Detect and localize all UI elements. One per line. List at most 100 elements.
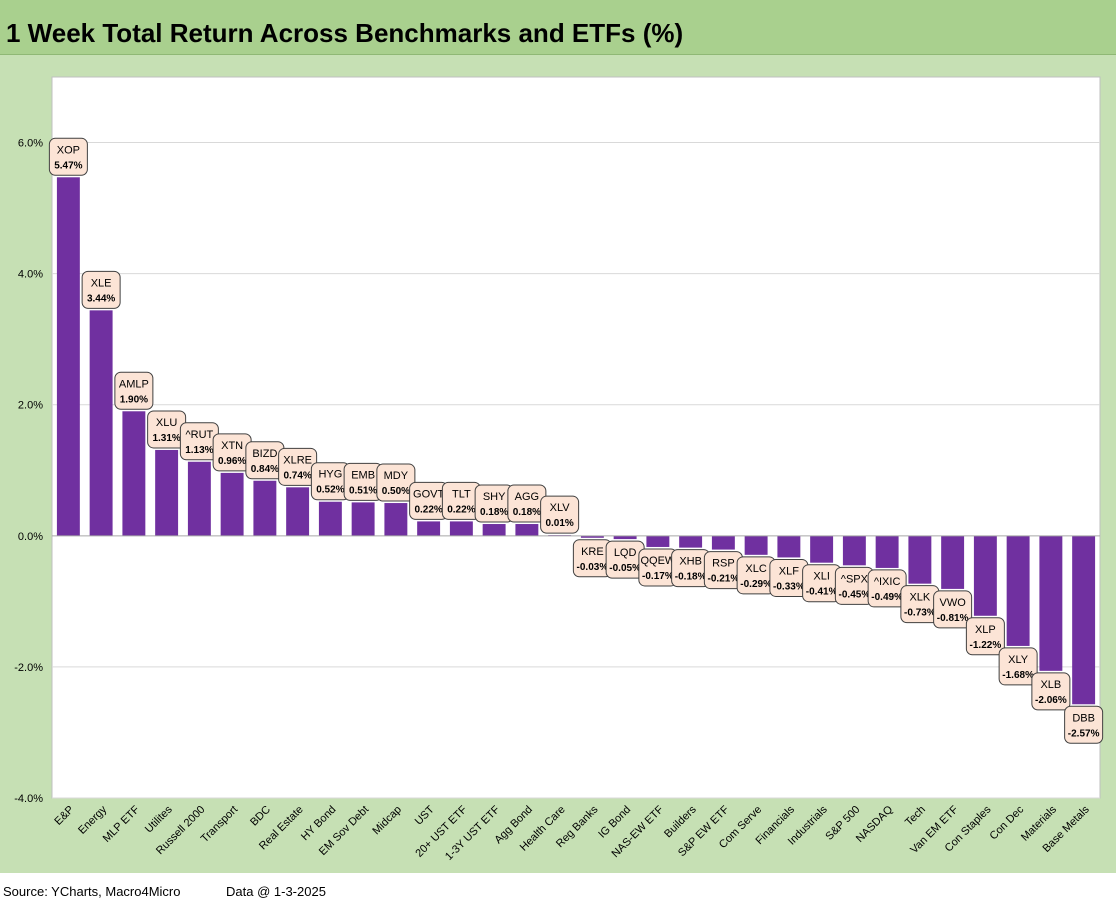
bar — [777, 535, 801, 558]
chart-area: -4.0% -2.0% 0.0% 2.0% 4.0% 6.0% XOP 5.47% XLE 3.4… — [0, 55, 1116, 873]
data-label-value: -1.22% — [970, 640, 1002, 651]
data-label: XLB -2.06% — [1031, 672, 1071, 711]
data-label-ticker: MDY — [384, 470, 409, 482]
bar — [646, 535, 670, 547]
data-label-value: 0.96% — [218, 456, 246, 467]
data-label-box — [998, 647, 1038, 686]
data-label: ^IXIC -0.49% — [867, 569, 907, 608]
data-label-value: -0.45% — [839, 589, 871, 600]
data-label-ticker: AMLP — [119, 378, 149, 390]
data-label-ticker: ^SPX — [841, 573, 869, 585]
bar — [286, 487, 310, 536]
data-label-value: -0.73% — [904, 608, 936, 619]
bar — [351, 502, 375, 536]
data-label-ticker: GOVT — [413, 488, 444, 500]
data-label: XLC -0.29% — [736, 556, 776, 595]
y-tick-label: 0.0% — [18, 531, 43, 543]
data-label-ticker: QQEW — [640, 555, 675, 567]
data-label-box — [1031, 672, 1071, 711]
footer: Source: YCharts, Macro4Micro Data @ 1-3-… — [0, 874, 1116, 911]
data-label-ticker: ^RUT — [185, 429, 213, 441]
data-label-ticker: XOP — [57, 144, 80, 156]
x-tick-label: Utilites — [143, 803, 175, 835]
data-label-ticker: SHY — [483, 491, 506, 503]
data-label: KRE -0.03% — [572, 539, 612, 578]
data-label: ^RUT 1.13% — [179, 422, 219, 461]
bar — [220, 472, 244, 536]
data-label-ticker: XLK — [909, 592, 930, 604]
data-label-ticker: VWO — [939, 597, 966, 609]
data-label-value: 0.18% — [480, 507, 508, 518]
bar — [679, 535, 703, 548]
data-label-ticker: XLU — [156, 417, 177, 429]
x-tick-label: Midcap — [370, 804, 404, 838]
data-label-value: 0.01% — [545, 518, 573, 529]
data-label-value: -0.18% — [675, 572, 707, 583]
bar — [482, 524, 506, 536]
x-tick-label: E&P — [52, 804, 76, 828]
data-label-ticker: XTN — [221, 440, 243, 452]
bar — [875, 535, 899, 568]
data-label-ticker: XLY — [1008, 654, 1029, 666]
x-tick-label: MLP ETF — [101, 803, 142, 844]
data-label-value: 0.18% — [513, 507, 541, 518]
data-label-value: 1.13% — [185, 445, 213, 456]
data-label-value: 1.31% — [152, 433, 180, 444]
data-label: TLT 0.22% — [441, 481, 481, 520]
bar — [1072, 535, 1096, 705]
x-tick-label: BDC — [248, 804, 273, 829]
data-label-ticker: XHB — [679, 556, 702, 568]
data-label-ticker: ^IXIC — [874, 576, 901, 588]
data-label-value: 0.52% — [316, 485, 344, 496]
data-label-value: 1.90% — [120, 394, 148, 405]
bar — [187, 461, 211, 536]
source-note: Source: YCharts, Macro4Micro — [3, 884, 181, 899]
data-label: ^SPX -0.45% — [834, 566, 874, 605]
bar-chart: -4.0% -2.0% 0.0% 2.0% 4.0% 6.0% XOP 5.47% XLE 3.4… — [14, 76, 1104, 863]
y-tick-label: 4.0% — [18, 269, 43, 281]
data-label: XLRE 0.74% — [278, 447, 318, 486]
bar — [122, 411, 146, 536]
data-label-ticker: DBB — [1072, 712, 1095, 724]
y-tick-label: 6.0% — [18, 138, 43, 150]
data-label-value: 0.51% — [349, 485, 377, 496]
bar — [908, 535, 932, 584]
bar — [810, 535, 834, 563]
x-tick-label: UST — [413, 803, 437, 827]
title-bar: 1 Week Total Return Across Benchmarks an… — [0, 0, 1116, 55]
data-label: BIZD 0.84% — [245, 441, 285, 480]
data-label: VWO -0.81% — [933, 590, 973, 629]
data-label: LQD -0.05% — [605, 540, 645, 579]
data-label: GOVT 0.22% — [409, 481, 449, 520]
data-label-value: -0.21% — [708, 574, 740, 585]
bar — [56, 177, 80, 536]
data-label-value: -0.05% — [609, 563, 641, 574]
data-label-value: -0.49% — [871, 592, 903, 603]
bar — [384, 503, 408, 536]
data-label-ticker: RSP — [712, 558, 735, 570]
y-tick-label: -4.0% — [14, 793, 43, 805]
data-label-value: -1.68% — [1002, 670, 1034, 681]
data-label: XLY -1.68% — [998, 647, 1038, 686]
data-label: AGG 0.18% — [507, 484, 547, 523]
chart-title: 1 Week Total Return Across Benchmarks an… — [6, 18, 684, 48]
bar — [1006, 535, 1030, 646]
data-label-box — [1064, 705, 1104, 744]
data-label-value: 3.44% — [87, 293, 115, 304]
data-label-ticker: XLC — [745, 563, 766, 575]
data-label-value: 5.47% — [54, 160, 82, 171]
x-tick-label: NASDAQ — [854, 803, 896, 845]
data-label-value: -0.17% — [642, 571, 674, 582]
data-label: XOP 5.47% — [48, 137, 88, 176]
data-label-box — [965, 617, 1005, 656]
bar — [318, 501, 342, 536]
data-label-value: -0.29% — [740, 579, 772, 590]
data-label-value: -0.81% — [937, 613, 969, 624]
data-label-ticker: XLRE — [283, 454, 312, 466]
data-label: XLI -0.41% — [802, 564, 842, 603]
bar — [515, 524, 539, 536]
bar — [711, 535, 735, 550]
data-label-value: 0.84% — [251, 464, 279, 475]
bar — [155, 449, 179, 536]
data-label-ticker: XLV — [550, 502, 571, 514]
